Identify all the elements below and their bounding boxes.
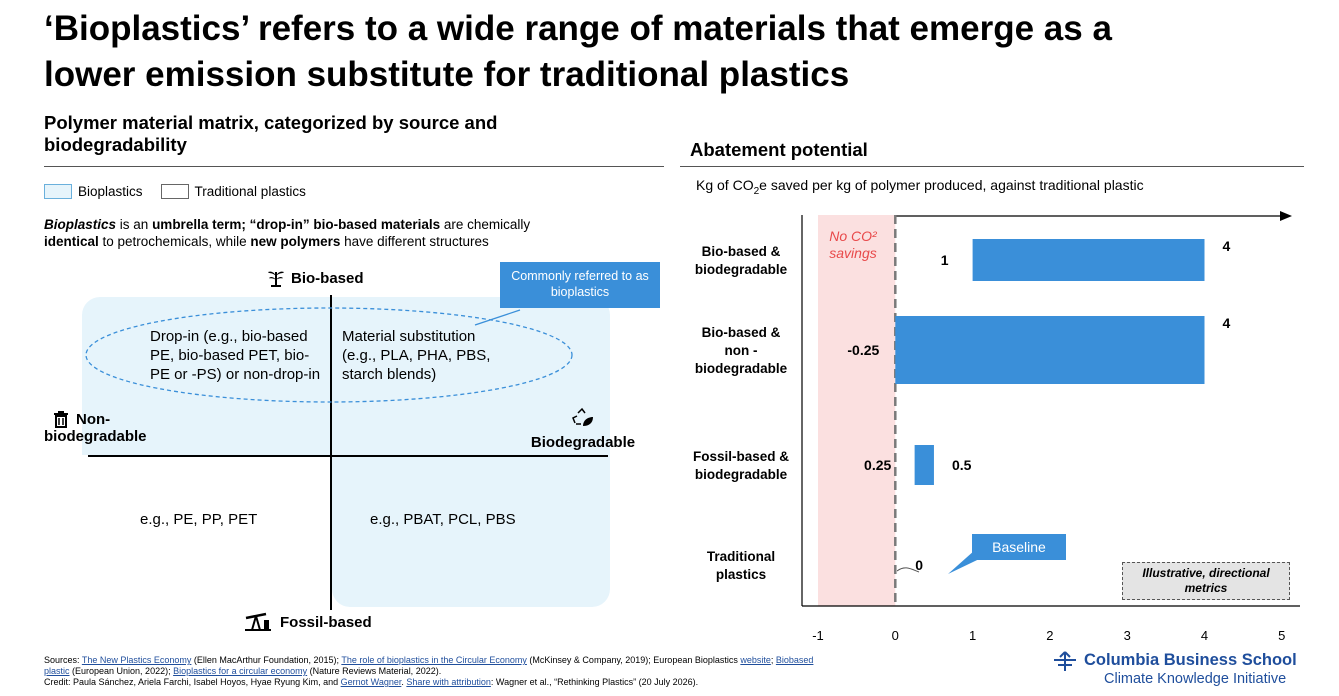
source-link[interactable]: The role of bioplastics in the Circular … bbox=[341, 655, 527, 665]
quadrant-top-right: Material substitution (e.g., PLA, PHA, P… bbox=[342, 328, 491, 383]
bar bbox=[914, 445, 934, 485]
category-label: biodegradable bbox=[695, 467, 788, 482]
source-link[interactable]: plastic bbox=[44, 666, 70, 676]
x-tick-label: 2 bbox=[1046, 628, 1053, 643]
attribution-link[interactable]: Share with attribution bbox=[406, 677, 491, 687]
source-link[interactable]: Bioplastics for a circular economy bbox=[173, 666, 308, 676]
x-tick-label: 1 bbox=[969, 628, 976, 643]
oil-pump-icon bbox=[245, 612, 271, 631]
quadrant-bottom-right: e.g., PBAT, PCL, PBS bbox=[370, 511, 516, 528]
columbia-logo: Columbia Business School Climate Knowled… bbox=[1052, 650, 1297, 688]
legend-label-bioplastics: Bioplastics bbox=[78, 184, 143, 199]
recycle-leaf-icon bbox=[572, 407, 593, 426]
axis-top: Bio-based bbox=[267, 268, 364, 288]
chart-heading: Abatement potential bbox=[690, 139, 868, 160]
source-link[interactable]: Biobased bbox=[775, 655, 814, 665]
plant-icon bbox=[268, 271, 284, 287]
legend-swatch-bioplastics bbox=[44, 184, 72, 199]
bar bbox=[972, 239, 1205, 281]
category-label: non - bbox=[725, 343, 758, 358]
crown-icon bbox=[1054, 651, 1076, 671]
category-label: plastics bbox=[716, 567, 766, 582]
category-label: Traditional bbox=[707, 549, 775, 564]
data-label: 0.25 bbox=[864, 457, 891, 473]
matrix-heading: Polymer material matrix, categorized by … bbox=[44, 112, 498, 155]
data-label: 4 bbox=[1223, 238, 1231, 254]
category-label: biodegradable bbox=[695, 361, 788, 376]
data-label: 4 bbox=[1223, 315, 1231, 331]
quadrant-top-left: Drop-in (e.g., bio-based PE, bio-based P… bbox=[150, 328, 321, 383]
x-tick-label: -1 bbox=[812, 628, 824, 643]
x-tick-label: 5 bbox=[1278, 628, 1285, 643]
data-label: 0 bbox=[915, 557, 923, 573]
matrix-description: Bioplastics is an umbrella term; “drop-i… bbox=[44, 217, 531, 249]
bioplastic-region-top bbox=[82, 297, 610, 455]
page-title: ‘Bioplastics’ refers to a wide range of … bbox=[44, 9, 1112, 94]
data-label: 1 bbox=[941, 252, 949, 268]
baseline-connector bbox=[897, 567, 920, 573]
data-label: -0.25 bbox=[847, 342, 879, 358]
right-divider bbox=[680, 166, 1304, 167]
no-savings-label: No CO² savings bbox=[829, 228, 877, 261]
bioplastic-region-bottom-right bbox=[332, 455, 610, 607]
matrix-horizontal-axis bbox=[88, 455, 608, 457]
x-tick-label: 0 bbox=[892, 628, 899, 643]
category-label: Bio-based & bbox=[702, 244, 781, 259]
matrix-legend: Bioplastics Traditional plastics bbox=[44, 184, 306, 199]
matrix-vertical-axis bbox=[330, 295, 332, 610]
dropin-ellipse bbox=[85, 307, 573, 403]
x-tick-label: 3 bbox=[1124, 628, 1131, 643]
source-link[interactable]: The New Plastics Economy bbox=[81, 655, 192, 665]
source-link[interactable]: website bbox=[740, 655, 771, 665]
chart-subtitle: Kg of CO2e saved per kg of polymer produ… bbox=[696, 177, 1144, 197]
illustrative-note: Illustrative, directional metrics bbox=[1122, 562, 1290, 600]
category-label: Fossil-based & bbox=[693, 449, 789, 464]
trash-icon bbox=[54, 411, 68, 428]
bioplastics-callout: Commonly referred to as bioplastics bbox=[500, 262, 660, 308]
category-label: Bio-based & bbox=[702, 325, 781, 340]
x-tick-label: 4 bbox=[1201, 628, 1208, 643]
no-savings-band bbox=[818, 215, 896, 606]
left-divider bbox=[44, 166, 664, 167]
legend-swatch-traditional bbox=[160, 184, 189, 199]
footer-sources: Sources: The New Plastics Economy (Ellen… bbox=[44, 655, 814, 687]
x-axis-arrowhead bbox=[1280, 211, 1292, 221]
axis-left: Non- biodegradable bbox=[44, 410, 147, 446]
legend-label-traditional: Traditional plastics bbox=[194, 184, 306, 199]
data-label: 0.5 bbox=[952, 457, 972, 473]
quadrant-bottom-left: e.g., PE, PP, PET bbox=[140, 511, 258, 528]
axis-bottom: Fossil-based bbox=[244, 612, 372, 632]
bar bbox=[895, 316, 1205, 384]
baseline-callout: Baseline bbox=[972, 534, 1066, 560]
author-link[interactable]: Gernot Wagner bbox=[340, 677, 402, 687]
axis-right: Biodegradable bbox=[524, 407, 642, 451]
category-label: biodegradable bbox=[695, 262, 788, 277]
